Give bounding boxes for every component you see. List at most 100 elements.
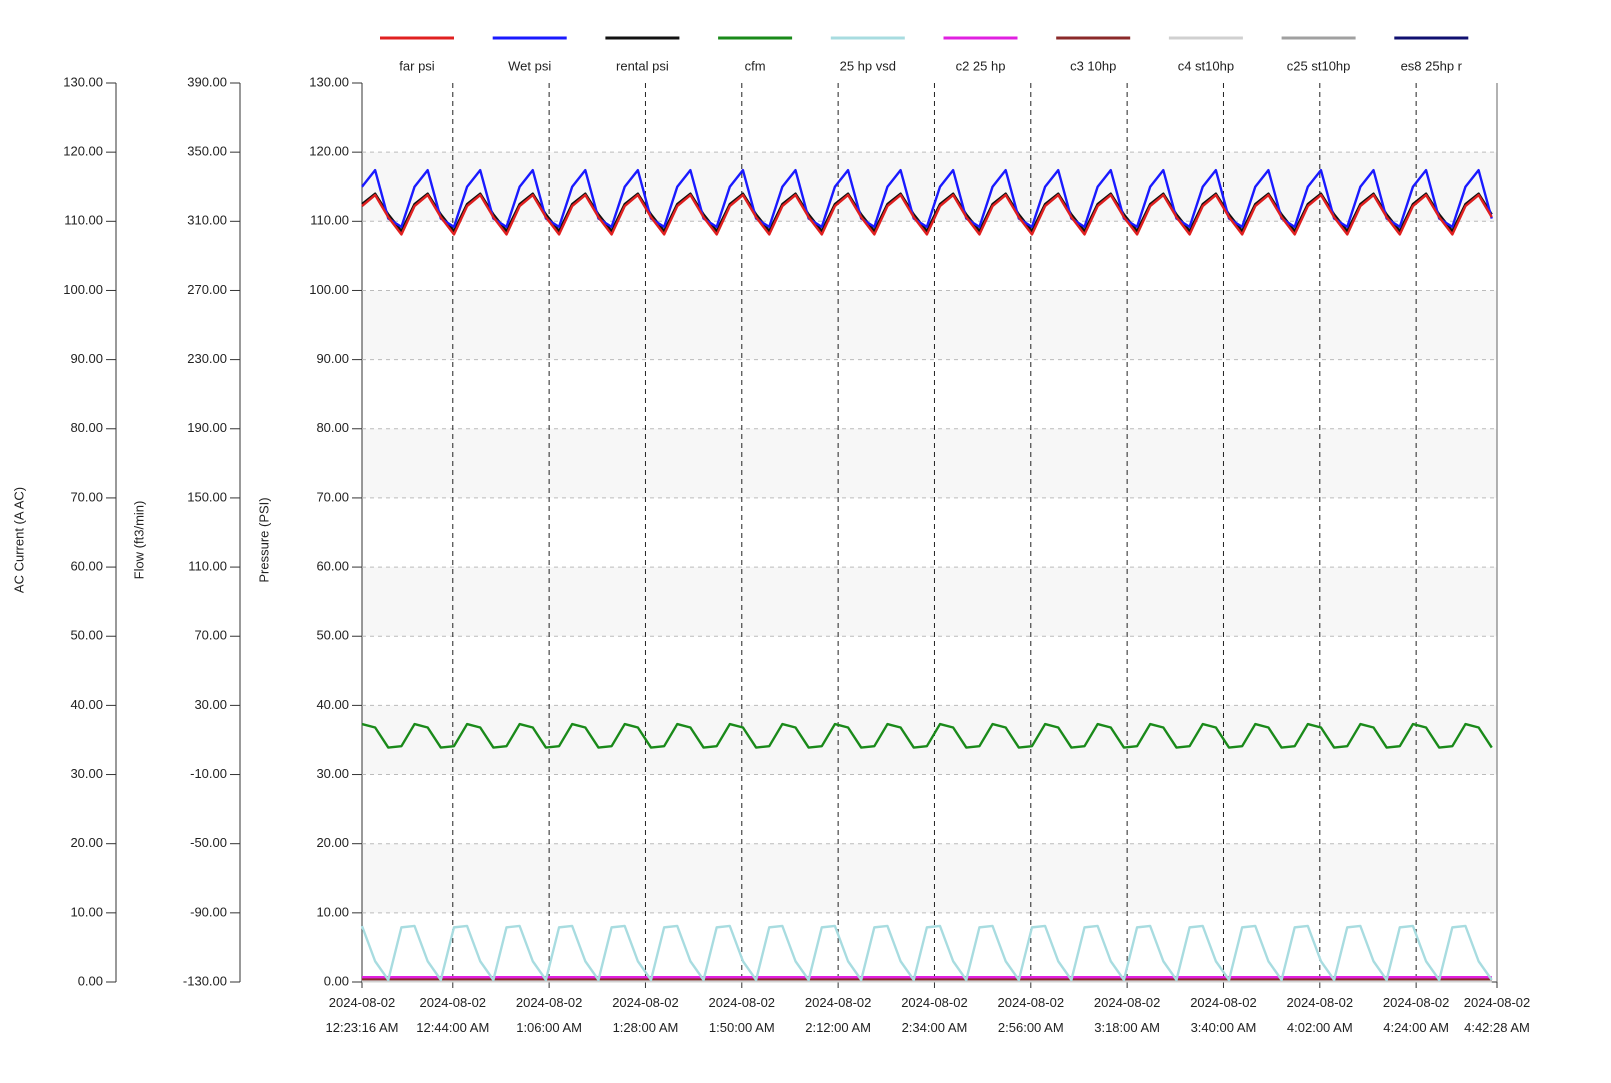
y-tick-label: 390.00 (187, 74, 227, 89)
plot-band (362, 83, 1497, 153)
x-tick-date: 2024-08-02 (1287, 995, 1354, 1010)
x-tick-time: 1:50:00 AM (709, 1020, 775, 1035)
x-tick-label: 2024-08-02 4:42:28 AM (1464, 995, 1531, 1035)
x-tick-time: 12:23:16 AM (326, 1020, 399, 1035)
y-tick-label: 40.00 (70, 697, 103, 712)
x-tick-label: 2024-08-02 12:23:16 AM (326, 995, 399, 1035)
y-axis-title: Flow (ft3/min) (131, 501, 146, 580)
x-tick-time: 12:44:00 AM (416, 1020, 489, 1035)
legend-label: 25 hp vsd (840, 58, 896, 73)
x-tick-date: 2024-08-02 (1190, 995, 1257, 1010)
x-tick-date: 2024-08-02 (1464, 995, 1531, 1010)
y-tick-label: 120.00 (63, 144, 103, 159)
plot-band (362, 221, 1497, 291)
x-tick-label: 2024-08-02 1:28:00 AM (612, 995, 679, 1035)
y-tick-label: 20.00 (70, 835, 103, 850)
y-tick-label: 30.00 (70, 766, 103, 781)
x-tick-label: 2024-08-02 3:18:00 AM (1094, 995, 1161, 1035)
x-tick-time: 3:40:00 AM (1191, 1020, 1257, 1035)
y-tick-label: 100.00 (63, 282, 103, 297)
y-tick-label: 110.00 (188, 559, 227, 574)
x-tick-date: 2024-08-02 (1383, 995, 1450, 1010)
x-tick-time: 1:28:00 AM (613, 1020, 679, 1035)
x-tick-time: 2:34:00 AM (902, 1020, 968, 1035)
x-tick-time: 2:56:00 AM (998, 1020, 1064, 1035)
plot-band (362, 636, 1497, 706)
x-tick-date: 2024-08-02 (420, 995, 487, 1010)
series-line (361, 722, 1493, 749)
x-tick-label: 2024-08-02 2:56:00 AM (998, 995, 1065, 1035)
x-tick-time: 2:12:00 AM (805, 1020, 871, 1035)
x-tick-label: 2024-08-02 2:34:00 AM (901, 995, 968, 1035)
legend-label: c3 10hp (1070, 58, 1116, 73)
y-tick-label: 130.00 (309, 74, 349, 89)
legend-label: rental psi (616, 58, 669, 73)
y-tick-label: 0.00 (78, 973, 103, 988)
y-tick-label: 70.00 (194, 628, 227, 643)
y-tick-label: 80.00 (316, 420, 349, 435)
y-tick-label: -10.00 (190, 766, 227, 781)
y-tick-label: 90.00 (316, 351, 349, 366)
plot-band (362, 774, 1497, 844)
x-tick-date: 2024-08-02 (709, 995, 776, 1010)
y-tick-label: 30.00 (194, 697, 227, 712)
y-tick-label: 30.00 (316, 766, 349, 781)
y-tick-label: 350.00 (187, 144, 227, 159)
x-tick-label: 2024-08-02 3:40:00 AM (1190, 995, 1257, 1035)
y-tick-label: -90.00 (190, 904, 227, 919)
y-tick-label: 40.00 (316, 697, 349, 712)
x-tick-time: 3:18:00 AM (1094, 1020, 1160, 1035)
y-tick-label: 10.00 (70, 904, 103, 919)
y-tick-label: 120.00 (309, 144, 349, 159)
plot-band (362, 912, 1497, 982)
legend-label: c25 st10hp (1287, 58, 1351, 73)
legend-label: cfm (745, 58, 766, 73)
legend-label: es8 25hp r (1401, 58, 1463, 73)
series-line (361, 193, 1493, 236)
y-tick-label: 110.00 (310, 213, 349, 228)
y-tick-label: 310.00 (187, 213, 227, 228)
y-tick-label: 0.00 (324, 973, 349, 988)
x-tick-date: 2024-08-02 (805, 995, 872, 1010)
y-axis-title: Pressure (PSI) (256, 497, 271, 582)
x-tick-time: 1:06:00 AM (516, 1020, 582, 1035)
x-tick-date: 2024-08-02 (612, 995, 679, 1010)
y-tick-label: 230.00 (187, 351, 227, 366)
y-tick-label: 80.00 (70, 420, 103, 435)
y-tick-label: 50.00 (316, 628, 349, 643)
x-tick-time: 4:24:00 AM (1383, 1020, 1449, 1035)
y-tick-label: -50.00 (190, 835, 227, 850)
y-tick-label: 130.00 (63, 74, 103, 89)
x-tick-time: 4:42:28 AM (1464, 1020, 1530, 1035)
x-tick-label: 2024-08-02 12:44:00 AM (416, 995, 489, 1035)
x-tick-time: 4:02:00 AM (1287, 1020, 1353, 1035)
y-tick-label: 10.00 (316, 904, 349, 919)
y-tick-label: -130.00 (183, 973, 227, 988)
y-axis-title: AC Current (A AC) (11, 487, 26, 593)
x-tick-label: 2024-08-02 1:50:00 AM (709, 995, 776, 1035)
legend-label: c4 st10hp (1178, 58, 1234, 73)
x-tick-label: 2024-08-02 4:24:00 AM (1383, 995, 1450, 1035)
x-tick-label: 2024-08-02 1:06:00 AM (516, 995, 583, 1035)
x-tick-date: 2024-08-02 (1094, 995, 1161, 1010)
legend-label: c2 25 hp (956, 58, 1006, 73)
x-tick-label: 2024-08-02 4:02:00 AM (1287, 995, 1354, 1035)
y-tick-label: 70.00 (70, 489, 103, 504)
plot-band (362, 359, 1497, 429)
y-tick-label: 60.00 (70, 559, 103, 574)
y-tick-label: 270.00 (187, 282, 227, 297)
x-tick-label: 2024-08-02 2:12:00 AM (805, 995, 872, 1035)
y-tick-label: 150.00 (187, 489, 227, 504)
series-line (360, 924, 1493, 982)
x-tick-date: 2024-08-02 (329, 995, 396, 1010)
plot-band (362, 497, 1497, 568)
x-tick-date: 2024-08-02 (998, 995, 1065, 1010)
y-tick-label: 70.00 (316, 489, 349, 504)
y-tick-label: 100.00 (309, 282, 349, 297)
legend-label: Wet psi (508, 58, 551, 73)
x-tick-date: 2024-08-02 (901, 995, 968, 1010)
y-tick-label: 190.00 (187, 420, 227, 435)
y-tick-label: 20.00 (316, 835, 349, 850)
y-tick-label: 50.00 (70, 628, 103, 643)
